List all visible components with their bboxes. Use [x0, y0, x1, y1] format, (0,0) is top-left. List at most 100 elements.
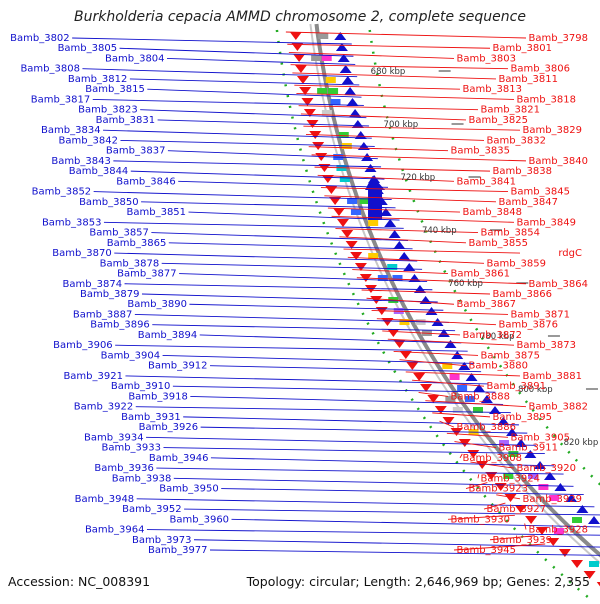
right-strand-gene-arrow — [333, 208, 345, 216]
right-gene-label: Bamb_3886 — [456, 422, 516, 433]
right-gene-leader-line — [339, 237, 466, 243]
right-gene-leader-line — [362, 290, 490, 294]
feature-block — [322, 55, 332, 61]
left-strand-gene-arrow — [403, 263, 415, 271]
right-gene-label: Bamb_3825 — [468, 115, 528, 126]
right-gene-label: Bamb_3848 — [462, 207, 522, 218]
left-gene-label: Bamb_3890 — [127, 299, 187, 310]
left-gene-label: Bamb_3831 — [96, 115, 156, 126]
right-strand-gene-arrow — [387, 329, 399, 337]
feature-block — [328, 88, 338, 94]
left-gene-label: Bamb_3865 — [107, 238, 167, 249]
feature-block — [457, 385, 467, 391]
left-strand-gene-arrow — [393, 241, 405, 249]
left-strand-gene-arrow — [344, 87, 356, 95]
right-gene-label: Bamb_3841 — [456, 176, 516, 187]
kbp-tick-label: 700 kbp — [384, 120, 419, 130]
right-gene-label: Bamb_3930 — [450, 514, 510, 525]
left-gene-label: Bamb_3837 — [106, 146, 166, 157]
feature-block — [331, 99, 341, 105]
feature-block — [538, 484, 548, 490]
right-gene-leader-line — [478, 474, 479, 478]
right-strand-gene-arrow — [325, 186, 337, 194]
left-strand-gene-arrow — [398, 252, 410, 260]
right-strand-gene-arrow — [443, 417, 455, 425]
left-strand-gene-arrow — [588, 516, 600, 524]
left-gene-leader-line — [146, 437, 536, 445]
left-gene-leader-line — [125, 376, 488, 384]
feature-block — [450, 374, 460, 380]
right-gene-leader-line — [432, 413, 490, 417]
left-gene-label: Bamb_3846 — [116, 176, 176, 187]
kbp-tick-label: 760 kbp — [448, 279, 483, 289]
right-strand-gene-arrow — [337, 219, 349, 227]
right-gene-label: Bamb_3803 — [456, 53, 516, 64]
left-gene-leader-line — [168, 151, 378, 159]
left-gene-label: Bamb_3851 — [127, 207, 187, 218]
right-strand-gene-arrow — [559, 549, 571, 557]
left-gene-label: Bamb_3815 — [85, 84, 145, 95]
left-gene-label: Bamb_3877 — [117, 269, 177, 280]
right-gene-label: Bamb_3880 — [468, 361, 528, 372]
left-strand-gene-arrow — [342, 76, 354, 84]
left-strand-gene-arrow — [338, 54, 350, 62]
right-gene-leader-line — [335, 229, 478, 233]
left-strand-gene-arrow — [554, 483, 566, 491]
right-gene-label: Bamb_3945 — [456, 545, 516, 556]
right-gene-label: Bamb_3908 — [462, 453, 522, 464]
left-gene-label: Bamb_3977 — [148, 545, 208, 556]
feature-block — [311, 55, 321, 61]
right-strand-gene-arrow — [301, 98, 313, 106]
right-gene-leader-line — [352, 270, 448, 274]
kbp-tick-label: 740 kbp — [422, 226, 457, 236]
right-gene-leader-line — [367, 298, 454, 304]
map-title: Burkholderia cepacia AMMD chromosome 2, … — [0, 9, 600, 25]
kbp-tick-label: 680 kbp — [371, 67, 406, 77]
right-gene-leader-line — [348, 257, 484, 263]
feature-block — [589, 561, 599, 567]
right-gene-leader-line — [309, 147, 448, 151]
right-strand-gene-arrow — [297, 76, 309, 84]
left-strand-gene-arrow — [425, 307, 437, 315]
right-gene-label: Bamb_3861 — [450, 269, 510, 280]
feature-block — [318, 33, 328, 39]
right-gene-leader-line — [525, 524, 526, 530]
right-strand-gene-arrow — [571, 560, 583, 568]
right-gene-label: Bamb_3888 — [450, 391, 510, 402]
left-gene-label: Bamb_3960 — [170, 514, 230, 525]
left-gene-label: Bamb_3804 — [105, 53, 165, 64]
feature-block — [317, 88, 327, 94]
right-gene-label: Bamb_3855 — [468, 238, 528, 249]
right-gene-label: Bamb_3923 — [468, 484, 528, 495]
feature-block — [572, 517, 582, 523]
left-gene-leader-line — [210, 550, 600, 556]
left-strand-gene-arrow — [444, 340, 456, 348]
left-gene-label: Bamb_3912 — [148, 361, 208, 372]
left-gene-label: Bamb_3946 — [149, 453, 209, 464]
kbp-tick-label: 720 kbp — [401, 173, 436, 183]
right-gene-label: rdgC — [558, 248, 582, 259]
feature-block — [351, 209, 361, 215]
left-gene-leader-line — [178, 181, 388, 187]
right-gene-label: Bamb_3813 — [462, 84, 522, 95]
right-strand-gene-arrow — [413, 373, 425, 381]
topology-label: Topology: circular; Length: 2,646,969 bp… — [247, 574, 590, 589]
right-gene-label: Bamb_3867 — [456, 299, 516, 310]
left-gene-leader-line — [189, 212, 400, 220]
right-gene-label: Bamb_3835 — [450, 146, 510, 157]
feature-block — [326, 77, 336, 83]
right-strand-gene-arrow — [525, 516, 537, 524]
right-strand-gene-arrow — [293, 54, 305, 62]
accession-label: Accession: NC_008391 — [8, 574, 150, 589]
right-strand-gene-arrow — [295, 65, 307, 73]
left-strand-gene-arrow — [389, 230, 401, 238]
left-gene-label: Bamb_3950 — [159, 484, 219, 495]
left-gene-label: Bamb_3926 — [139, 422, 199, 433]
left-gene-leader-line — [115, 345, 468, 351]
feature-block — [368, 220, 378, 226]
right-strand-gene-arrow — [350, 252, 362, 260]
right-gene-leader-line — [328, 208, 460, 212]
left-gene-leader-line — [158, 120, 369, 126]
right-strand-gene-arrow — [312, 142, 324, 150]
